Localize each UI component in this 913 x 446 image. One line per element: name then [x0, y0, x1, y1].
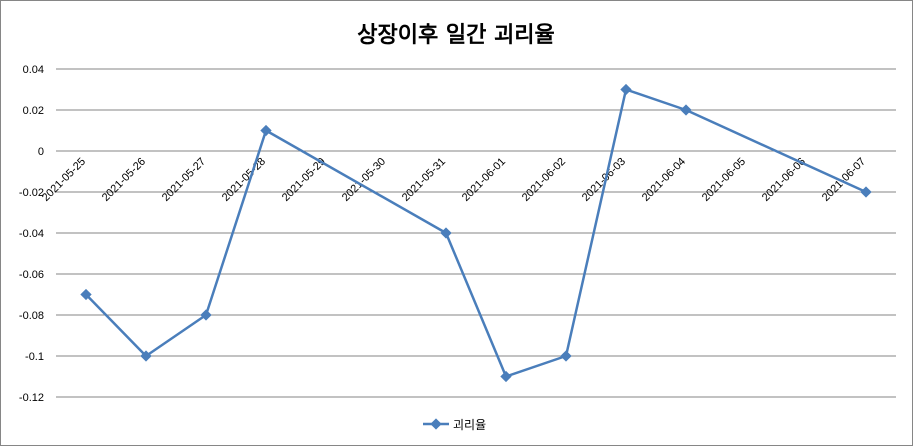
grid-lines [56, 68, 896, 398]
y-tick-label: -0.04 [19, 228, 44, 240]
y-tick-label: 0.02 [23, 105, 44, 117]
x-tick-label: 2021-05-27 [160, 156, 208, 204]
x-tick-label: 2021-05-25 [40, 156, 88, 204]
data-point [620, 83, 632, 96]
x-tick-label: 2021-06-04 [640, 156, 688, 204]
x-tick-label: 2021-06-05 [700, 156, 748, 204]
y-tick-label: 0.04 [23, 64, 44, 76]
x-tick-label: 2021-06-07 [820, 156, 868, 204]
y-tick-label: -0.1 [25, 351, 44, 363]
series-line [85, 88, 867, 378]
x-axis-ticks: 2021-05-25 2021-05-26 2021-05-27 2021-05-28… [40, 156, 868, 204]
y-tick-label: -0.06 [19, 269, 44, 281]
legend-label: 괴리율 [453, 418, 486, 432]
legend: 괴리율 [423, 418, 486, 432]
chart-title: 상장이후 일간 괴리율 [357, 23, 554, 48]
data-point [200, 309, 212, 321]
data-point [860, 186, 872, 198]
legend-marker-swatch [430, 418, 442, 430]
y-tick-label: -0.02 [19, 187, 44, 199]
data-point [680, 104, 692, 116]
x-tick-label: 2021-06-03 [580, 156, 628, 204]
x-tick-label: 2021-05-26 [100, 156, 148, 204]
y-tick-label: 0 [38, 146, 44, 158]
data-point [560, 350, 572, 362]
x-tick-label: 2021-05-31 [400, 156, 448, 204]
data-point [140, 350, 152, 362]
x-tick-label: 2021-06-01 [460, 156, 508, 204]
data-point [440, 227, 452, 239]
y-axis-ticks: 0.04 0.02 0 -0.02 -0.04 -0.06 -0.08 -0.1 -0.12 [19, 64, 44, 404]
x-tick-label: 2021-06-02 [520, 156, 568, 204]
y-tick-label: -0.08 [19, 310, 44, 322]
y-tick-label: -0.12 [19, 392, 44, 404]
data-point [260, 124, 272, 137]
data-point [500, 370, 512, 383]
